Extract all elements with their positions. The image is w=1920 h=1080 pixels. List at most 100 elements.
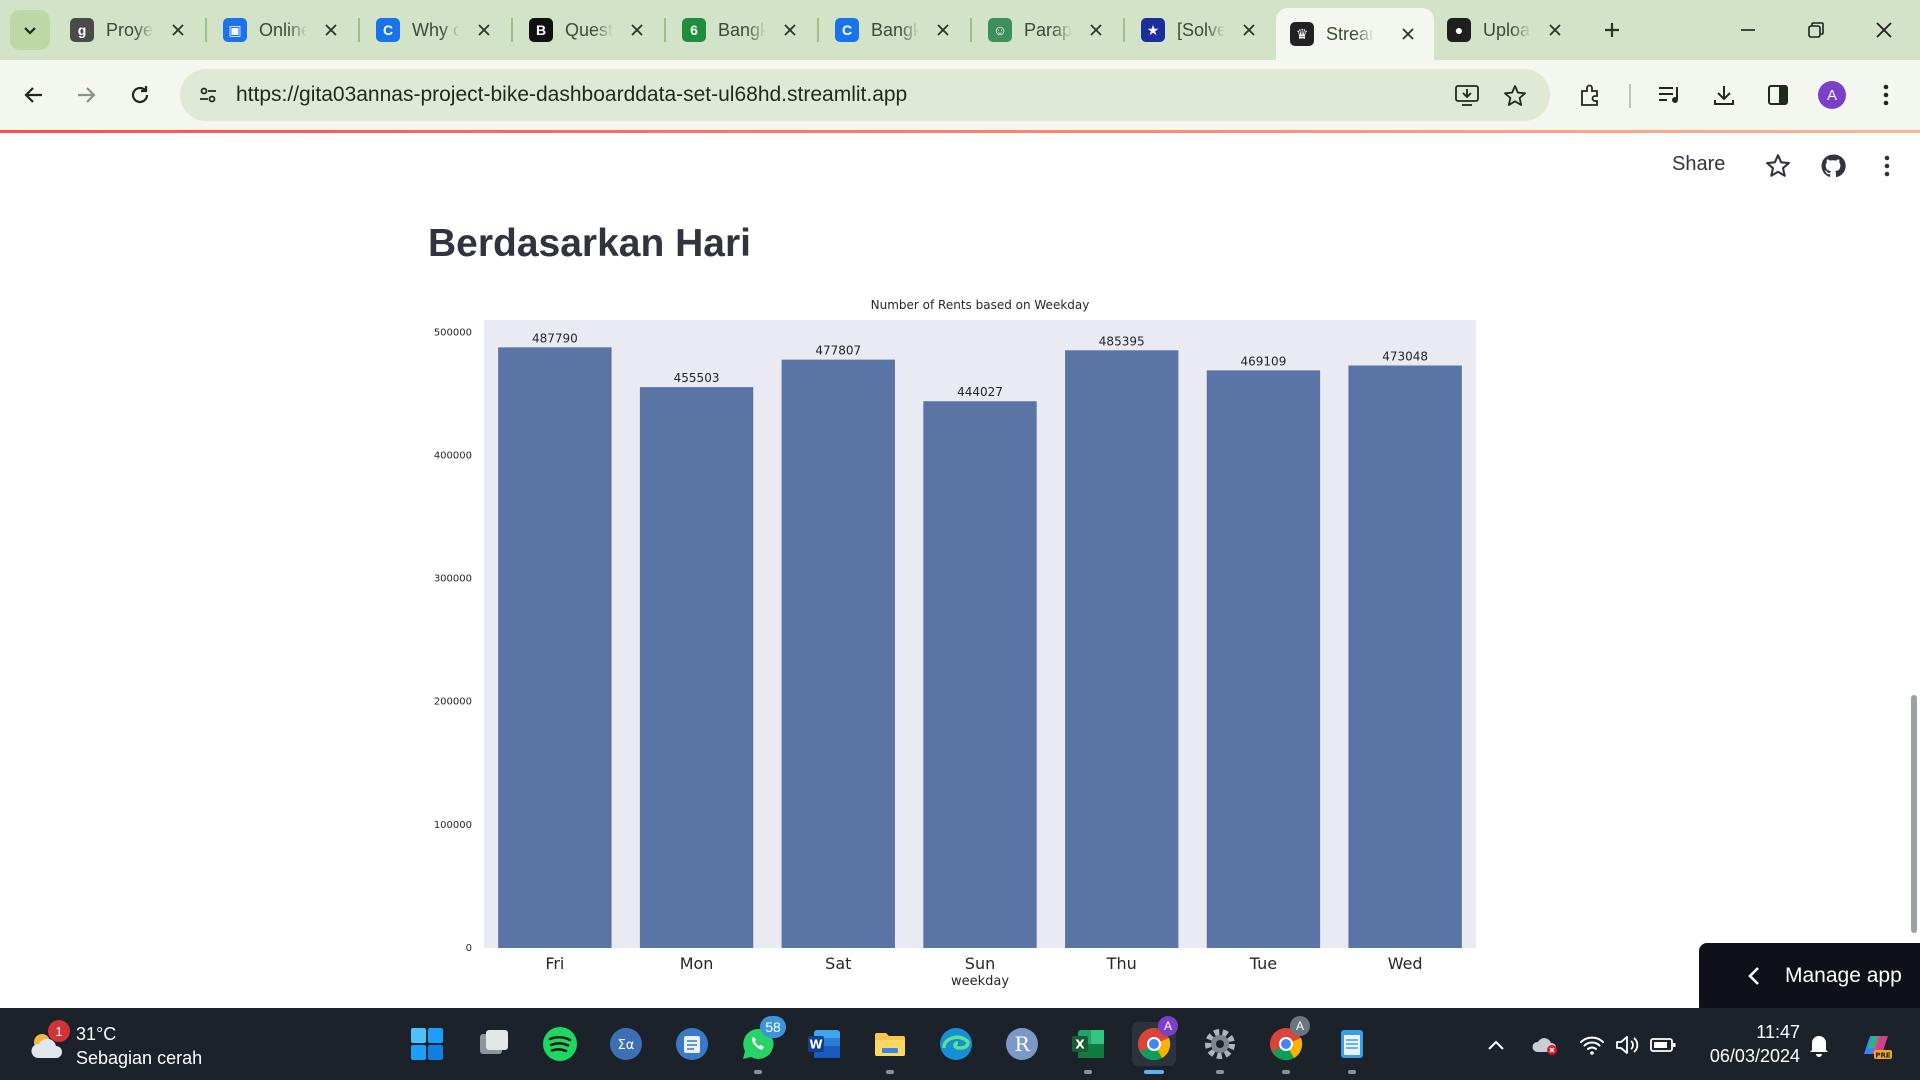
tab-close-button[interactable] <box>931 18 955 42</box>
taskbar-chrome-profile-a[interactable]: A <box>1132 1016 1178 1074</box>
back-button[interactable] <box>14 75 54 115</box>
folder-icon <box>875 1033 905 1056</box>
weather-widget[interactable]: 1 31°C Sebagian cerah <box>24 1020 224 1070</box>
restore-button[interactable] <box>1798 12 1834 48</box>
taskbar-notes-app[interactable] <box>670 1022 714 1066</box>
github-icon[interactable] <box>1818 151 1848 181</box>
favorite-star-icon[interactable] <box>1763 151 1793 181</box>
taskbar-word[interactable]: W <box>802 1022 846 1066</box>
browser-tab[interactable]: ♛ Strean <box>1276 8 1434 60</box>
reload-button[interactable] <box>120 75 160 115</box>
taskbar-whatsapp[interactable]: 58 <box>736 1016 786 1074</box>
tab-separator <box>205 18 207 42</box>
close-window-button[interactable] <box>1866 12 1902 48</box>
taskbar-calculator[interactable]: Σα <box>604 1022 648 1066</box>
media-control-icon[interactable] <box>1652 77 1688 113</box>
y-tick-label: 300000 <box>434 574 472 585</box>
copilot-icon[interactable]: PRE <box>1856 1030 1896 1060</box>
volume-icon[interactable] <box>1612 1030 1642 1060</box>
task-view-button[interactable] <box>472 1022 516 1066</box>
browser-tab[interactable]: C Bangk <box>821 8 969 52</box>
tab-separator <box>358 18 360 42</box>
address-bar[interactable]: https://gita03annas-project-bike-dashboa… <box>180 69 1550 121</box>
svg-text:W: W <box>809 1038 822 1052</box>
tab-close-button[interactable] <box>472 18 496 42</box>
tab-title: Bangk <box>718 19 766 40</box>
browser-tab[interactable]: ☺ Parap <box>974 8 1122 52</box>
browser-tab[interactable]: ▣ Online <box>209 8 357 52</box>
tab-title: Online <box>259 19 307 40</box>
taskbar-spotify[interactable] <box>538 1022 582 1066</box>
running-indicator <box>754 1070 762 1074</box>
bookmark-star-icon[interactable] <box>1500 81 1530 111</box>
tab-close-button[interactable] <box>778 18 802 42</box>
tab-close-button[interactable] <box>1396 22 1420 46</box>
battery-icon[interactable] <box>1648 1030 1678 1060</box>
windows-taskbar: 1 31°C Sebagian cerah Σα 58 W R X A <box>0 1008 1920 1080</box>
browser-tab[interactable]: g Proyek <box>56 8 204 52</box>
tab-close-button[interactable] <box>166 18 190 42</box>
scrollbar-thumb[interactable] <box>1911 695 1917 933</box>
y-tick-label: 200000 <box>434 697 472 708</box>
browser-tab[interactable]: ● Uploa <box>1433 8 1581 52</box>
taskbar-chrome-profile-2[interactable]: A <box>1264 1016 1310 1074</box>
chrome-profile-badge: A <box>1290 1016 1310 1036</box>
tab-close-button[interactable] <box>1543 18 1567 42</box>
y-tick-label: 400000 <box>434 450 472 461</box>
taskbar-r-app[interactable]: R <box>1000 1022 1044 1066</box>
excel-icon: X <box>1072 1030 1104 1058</box>
classroom-icon: ▣ <box>223 18 247 42</box>
tab-separator <box>1123 18 1125 42</box>
profile-button[interactable]: A <box>1814 77 1850 113</box>
minimize-button[interactable] <box>1730 12 1766 48</box>
tab-separator <box>664 18 666 42</box>
close-icon <box>1243 24 1255 36</box>
browser-menu-button[interactable] <box>1868 77 1904 113</box>
toolbar-divider <box>1629 84 1631 108</box>
taskbar-settings[interactable] <box>1198 1022 1242 1074</box>
url-text[interactable]: https://gita03annas-project-bike-dashboa… <box>236 83 908 106</box>
reload-icon <box>131 86 149 104</box>
browser-tab[interactable]: 6 Bangk <box>668 8 816 52</box>
wifi-icon[interactable] <box>1577 1030 1607 1060</box>
taskbar-clock[interactable]: 11:47 06/03/2024 <box>1680 1020 1800 1068</box>
close-icon <box>631 24 643 36</box>
share-button[interactable]: Share <box>1672 153 1726 175</box>
taskbar-excel[interactable]: X <box>1066 1022 1110 1074</box>
browser-tab-strip: g Proyek ▣ Online C Why c B Quest 6 Bangk C Bangk ☺ P… <box>0 0 1920 60</box>
install-app-icon[interactable] <box>1452 81 1482 111</box>
side-panel-icon[interactable] <box>1760 77 1796 113</box>
browser-tab[interactable]: ★ [Solve <box>1127 8 1275 52</box>
notification-bell-icon[interactable] <box>1804 1030 1834 1060</box>
y-tick-label: 0 <box>466 943 472 954</box>
data-label: 469109 <box>1241 354 1287 368</box>
tab-close-button[interactable] <box>625 18 649 42</box>
close-icon <box>325 24 337 36</box>
downloads-icon[interactable] <box>1706 77 1742 113</box>
tab-close-button[interactable] <box>1237 18 1261 42</box>
weather-description: Sebagian cerah <box>76 1048 203 1068</box>
tab-search-button[interactable] <box>10 10 50 50</box>
tab-close-button[interactable] <box>1084 18 1108 42</box>
onedrive-error-icon[interactable] <box>1530 1030 1560 1060</box>
browser-tab[interactable]: B Quest <box>515 8 663 52</box>
forward-button[interactable] <box>66 75 106 115</box>
extensions-icon[interactable] <box>1573 77 1609 113</box>
weekday-rent-chart: Number of Rents based on Weekday 0 100000 2… <box>410 296 1490 996</box>
tray-overflow-button[interactable] <box>1481 1030 1511 1060</box>
tab-close-button[interactable] <box>319 18 343 42</box>
taskbar-edge[interactable] <box>934 1022 978 1066</box>
browser-tab[interactable]: C Why c <box>362 8 510 52</box>
bar <box>1348 365 1462 948</box>
manage-app-button[interactable]: Manage app <box>1699 943 1920 1008</box>
taskbar-file-explorer[interactable] <box>868 1022 912 1074</box>
streamlit-menu-button[interactable] <box>1872 151 1902 181</box>
chevron-left-icon <box>1741 963 1767 989</box>
tab-title: Uploa <box>1483 19 1531 40</box>
taskbar-notepad[interactable] <box>1330 1022 1374 1074</box>
weather-alert-badge: 1 <box>48 1020 70 1042</box>
new-tab-button[interactable] <box>1596 14 1628 46</box>
site-info-icon[interactable] <box>194 81 222 109</box>
start-button[interactable] <box>405 1022 449 1066</box>
page-title: Berdasarkan Hari <box>428 222 752 265</box>
